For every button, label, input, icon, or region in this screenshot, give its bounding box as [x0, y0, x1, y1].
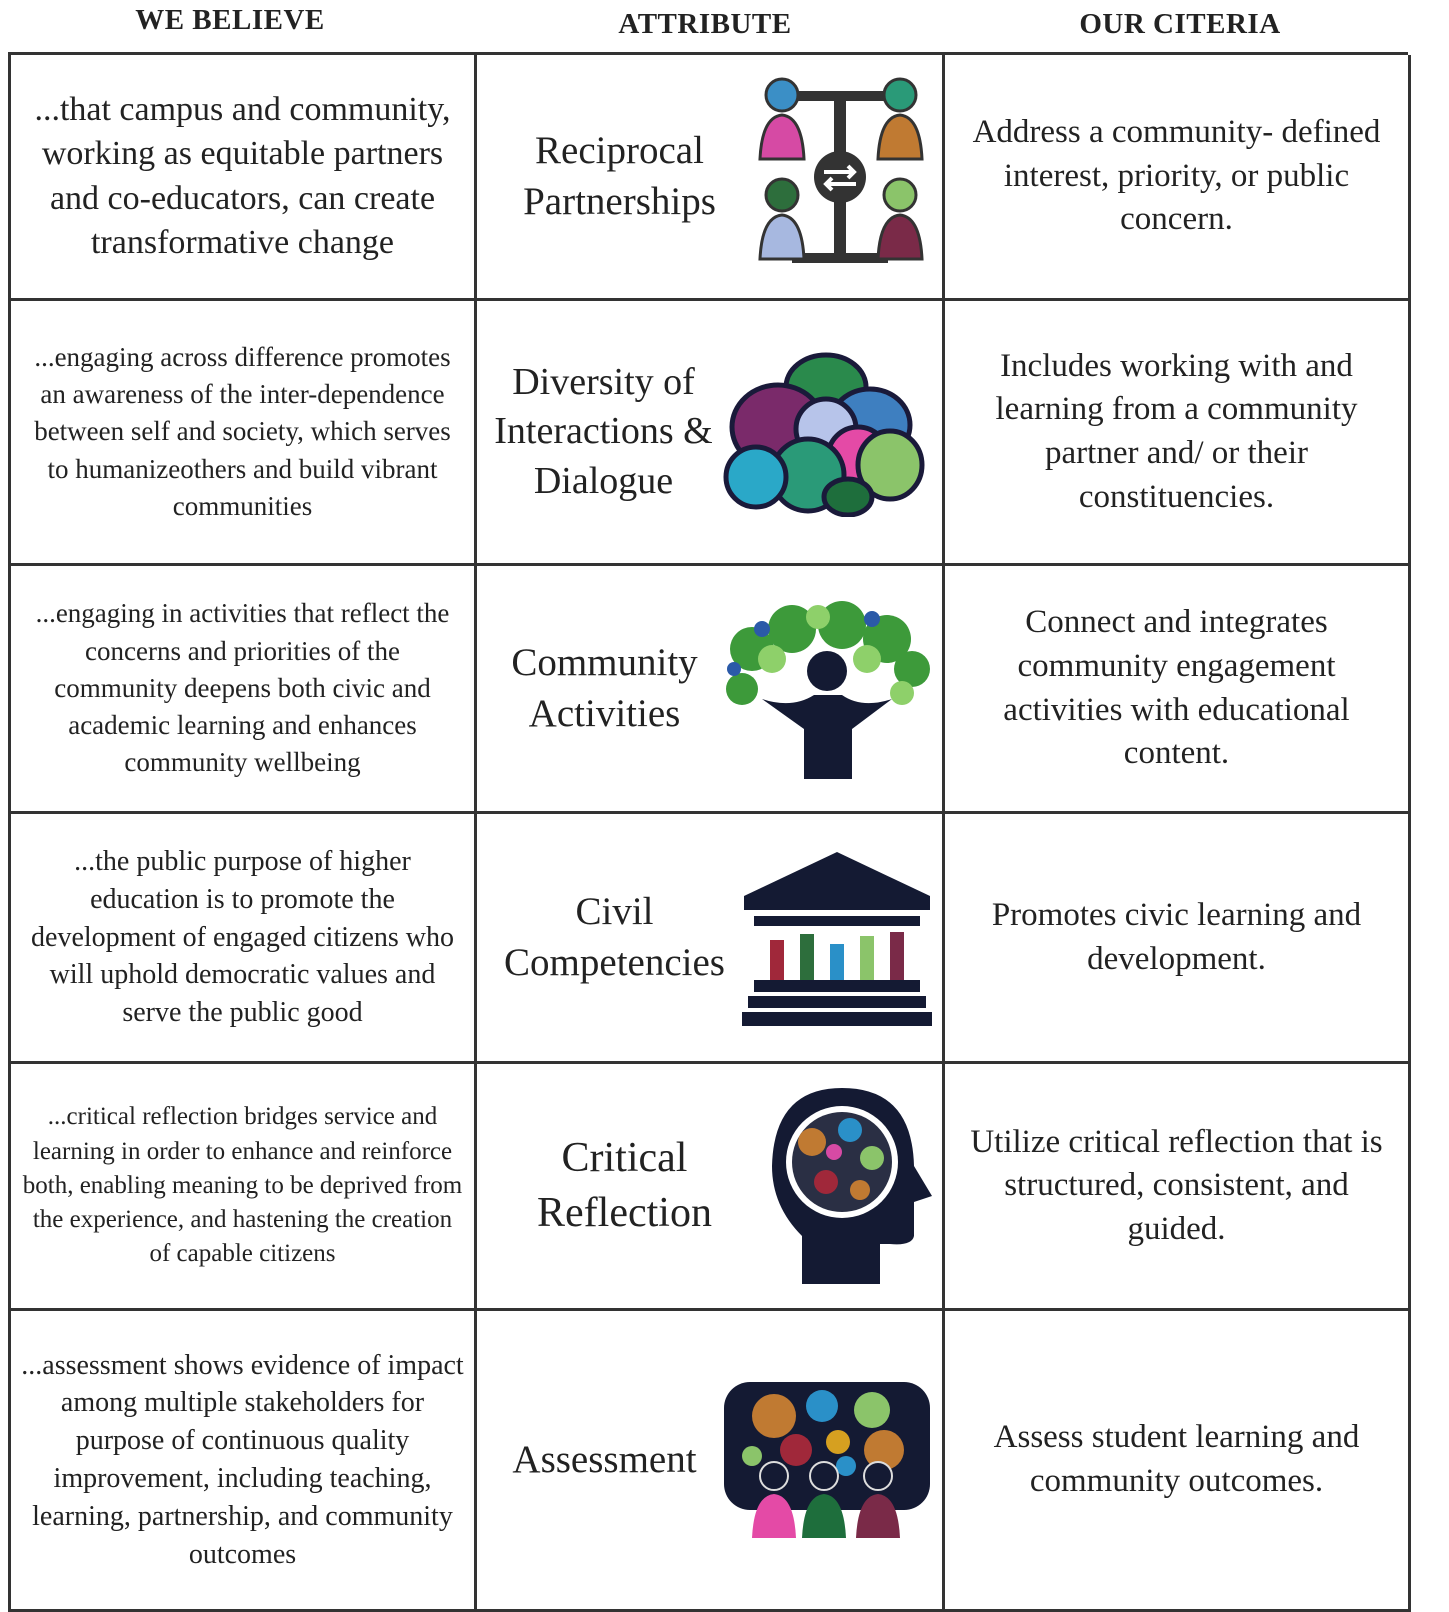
attribute-label: Diversity of Interactions & Dialogue	[494, 360, 713, 502]
attribute-cell: Assessment	[477, 1311, 945, 1612]
attribute-label: Community Activities	[511, 640, 698, 735]
attribute-label: Civil Competencies	[504, 889, 725, 984]
table: ...that campus and community, working as…	[8, 52, 1411, 1612]
criteria-cell: Includes working with and learning from …	[945, 301, 1411, 566]
assessment-icon	[724, 1382, 930, 1538]
belief-cell: ...critical reflection bridges service a…	[11, 1064, 477, 1311]
belief-cell: ...assessment shows evidence of impact a…	[11, 1311, 477, 1612]
attribute-cell: Diversity of Interactions & Dialogue	[477, 301, 945, 566]
belief-cell: ...that campus and community, working as…	[11, 55, 477, 301]
attribute-cell: Critical Reflection	[477, 1064, 945, 1311]
criteria-cell: Address a community- defined interest, p…	[945, 55, 1411, 301]
diversity-icon	[723, 352, 925, 517]
criteria-cell: Promotes civic learning and development.	[945, 814, 1411, 1064]
criteria-cell: Assess student learning and community ou…	[945, 1311, 1411, 1612]
civic-icon	[742, 851, 932, 1026]
column-header: WE BELIEVE	[135, 4, 325, 36]
belief-cell: ...engaging across difference promotes a…	[11, 301, 477, 566]
partnership-icon	[758, 77, 924, 263]
attribute-cell: Civil Competencies	[477, 814, 945, 1064]
attribute-cell: Community Activities	[477, 566, 945, 814]
criteria-cell: Connect and integrates community engagem…	[945, 566, 1411, 814]
reflection-icon	[772, 1088, 932, 1284]
criteria-cell: Utilize critical reflection that is stru…	[945, 1064, 1411, 1311]
attribute-label: Reciprocal Partnerships	[523, 128, 716, 223]
column-header: OUR CITERIA	[1079, 8, 1281, 40]
belief-cell: ...the public purpose of higher educatio…	[11, 814, 477, 1064]
tree-icon	[726, 600, 930, 779]
belief-cell: ...engaging in activities that reflect t…	[11, 566, 477, 814]
attribute-label: Assessment	[512, 1437, 697, 1481]
attribute-label: Critical Reflection	[537, 1135, 712, 1236]
attribute-cell: Reciprocal Partnerships	[477, 55, 945, 301]
column-header: ATTRIBUTE	[618, 8, 792, 40]
